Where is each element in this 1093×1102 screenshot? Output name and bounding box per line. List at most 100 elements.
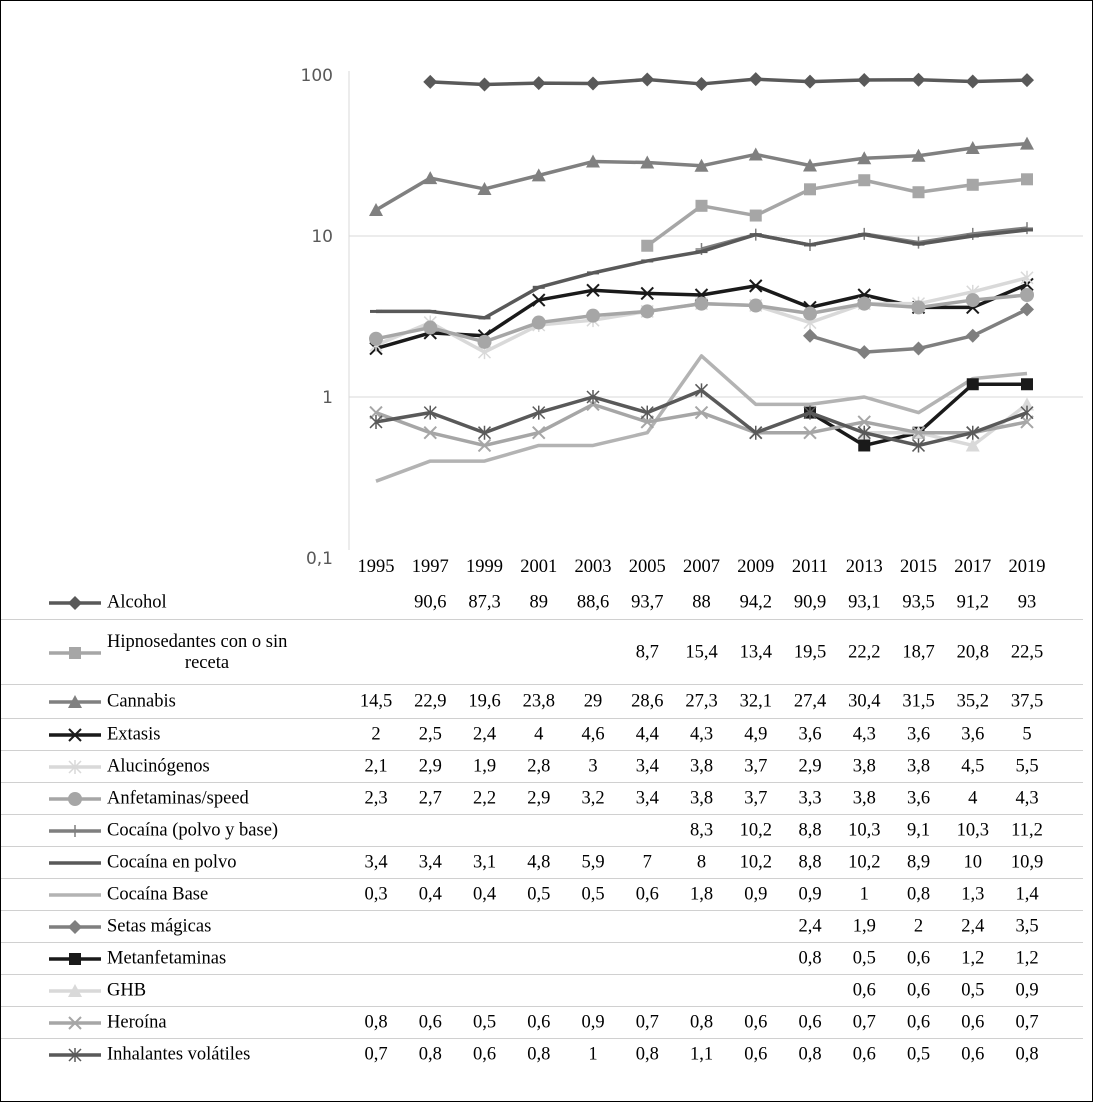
data-point <box>695 199 708 212</box>
data-point <box>531 76 546 91</box>
data-point <box>694 76 709 91</box>
data-point <box>803 328 817 343</box>
data-point <box>804 183 816 196</box>
x-tick-label: 2017 <box>954 557 991 577</box>
x-tick-label: 2005 <box>629 557 666 577</box>
series-line <box>646 177 1028 248</box>
data-point <box>423 405 437 420</box>
data-point <box>749 279 763 293</box>
x-tick-label: 2001 <box>520 557 557 577</box>
x-tick-label: 2013 <box>846 557 883 577</box>
series-0 <box>423 72 1034 92</box>
data-point <box>1021 378 1033 391</box>
data-point <box>477 438 492 453</box>
data-point <box>911 426 926 440</box>
data-point <box>531 315 546 330</box>
series-12 <box>369 397 1034 453</box>
data-point <box>749 425 763 440</box>
data-point <box>965 328 980 343</box>
data-point <box>966 378 979 391</box>
data-point <box>532 426 546 440</box>
y-tick-label: 0,1 <box>306 549 333 569</box>
data-point <box>857 415 871 429</box>
data-point <box>477 77 492 92</box>
data-point <box>858 439 871 452</box>
data-point <box>369 405 383 420</box>
data-point <box>586 390 600 404</box>
data-point <box>640 415 654 429</box>
data-point <box>640 304 655 319</box>
data-point <box>803 426 817 440</box>
data-point <box>369 203 383 217</box>
data-point <box>966 178 979 191</box>
x-tick-label: 2003 <box>575 557 612 577</box>
data-point <box>857 296 872 311</box>
x-tick-label: 1995 <box>358 557 395 577</box>
data-point <box>532 405 546 420</box>
data-point <box>748 72 763 87</box>
data-point <box>803 74 817 89</box>
data-point <box>1021 222 1033 235</box>
data-point <box>911 148 926 162</box>
data-point <box>1020 270 1034 285</box>
data-point <box>1020 73 1034 88</box>
data-point <box>586 308 600 323</box>
data-point <box>1020 415 1034 429</box>
data-point <box>803 306 817 321</box>
data-point <box>911 72 926 87</box>
data-point <box>694 296 709 311</box>
data-point <box>531 168 546 182</box>
data-point <box>912 186 925 199</box>
data-point <box>423 74 438 89</box>
data-point <box>748 147 763 161</box>
x-tick-label: 2019 <box>1009 557 1046 577</box>
x-tick-label: 2015 <box>900 557 937 577</box>
data-point <box>803 405 817 420</box>
data-point <box>694 405 709 420</box>
data-point <box>965 438 980 452</box>
data-point <box>966 425 980 440</box>
data-point <box>803 158 817 172</box>
data-point <box>1020 288 1034 303</box>
data-point <box>640 72 655 87</box>
data-point <box>640 286 654 301</box>
series-line <box>375 388 1028 448</box>
data-point <box>369 414 383 429</box>
data-point <box>965 74 980 89</box>
data-point <box>423 171 438 185</box>
data-point <box>857 151 872 165</box>
data-point <box>477 334 492 349</box>
data-point <box>965 293 980 308</box>
y-tick-label: 100 <box>301 66 333 86</box>
data-point <box>857 72 872 87</box>
data-point <box>694 158 709 172</box>
series-line <box>375 354 1028 483</box>
series-8 <box>375 354 1028 483</box>
x-tick-label: 2011 <box>792 557 828 577</box>
data-point <box>1021 173 1033 186</box>
x-tick-label: 1997 <box>412 557 449 577</box>
y-tick-label: 1 <box>322 388 333 408</box>
data-point <box>1020 302 1034 317</box>
data-point <box>586 154 600 168</box>
series-13 <box>369 383 1034 453</box>
series-1 <box>641 173 1033 252</box>
data-point <box>911 438 926 453</box>
series-line <box>430 77 1028 87</box>
data-point <box>586 283 600 298</box>
y-tick-label: 10 <box>311 227 333 247</box>
data-point <box>369 331 383 346</box>
x-tick-label: 2007 <box>683 557 720 577</box>
data-point <box>1020 405 1034 420</box>
data-point <box>965 141 980 155</box>
data-point <box>423 320 438 335</box>
data-point <box>640 155 655 169</box>
data-point <box>641 239 654 252</box>
data-point <box>911 341 926 356</box>
data-point <box>423 426 437 440</box>
x-tick-label: 2009 <box>737 557 774 577</box>
data-point <box>694 383 709 398</box>
data-point <box>477 181 492 195</box>
